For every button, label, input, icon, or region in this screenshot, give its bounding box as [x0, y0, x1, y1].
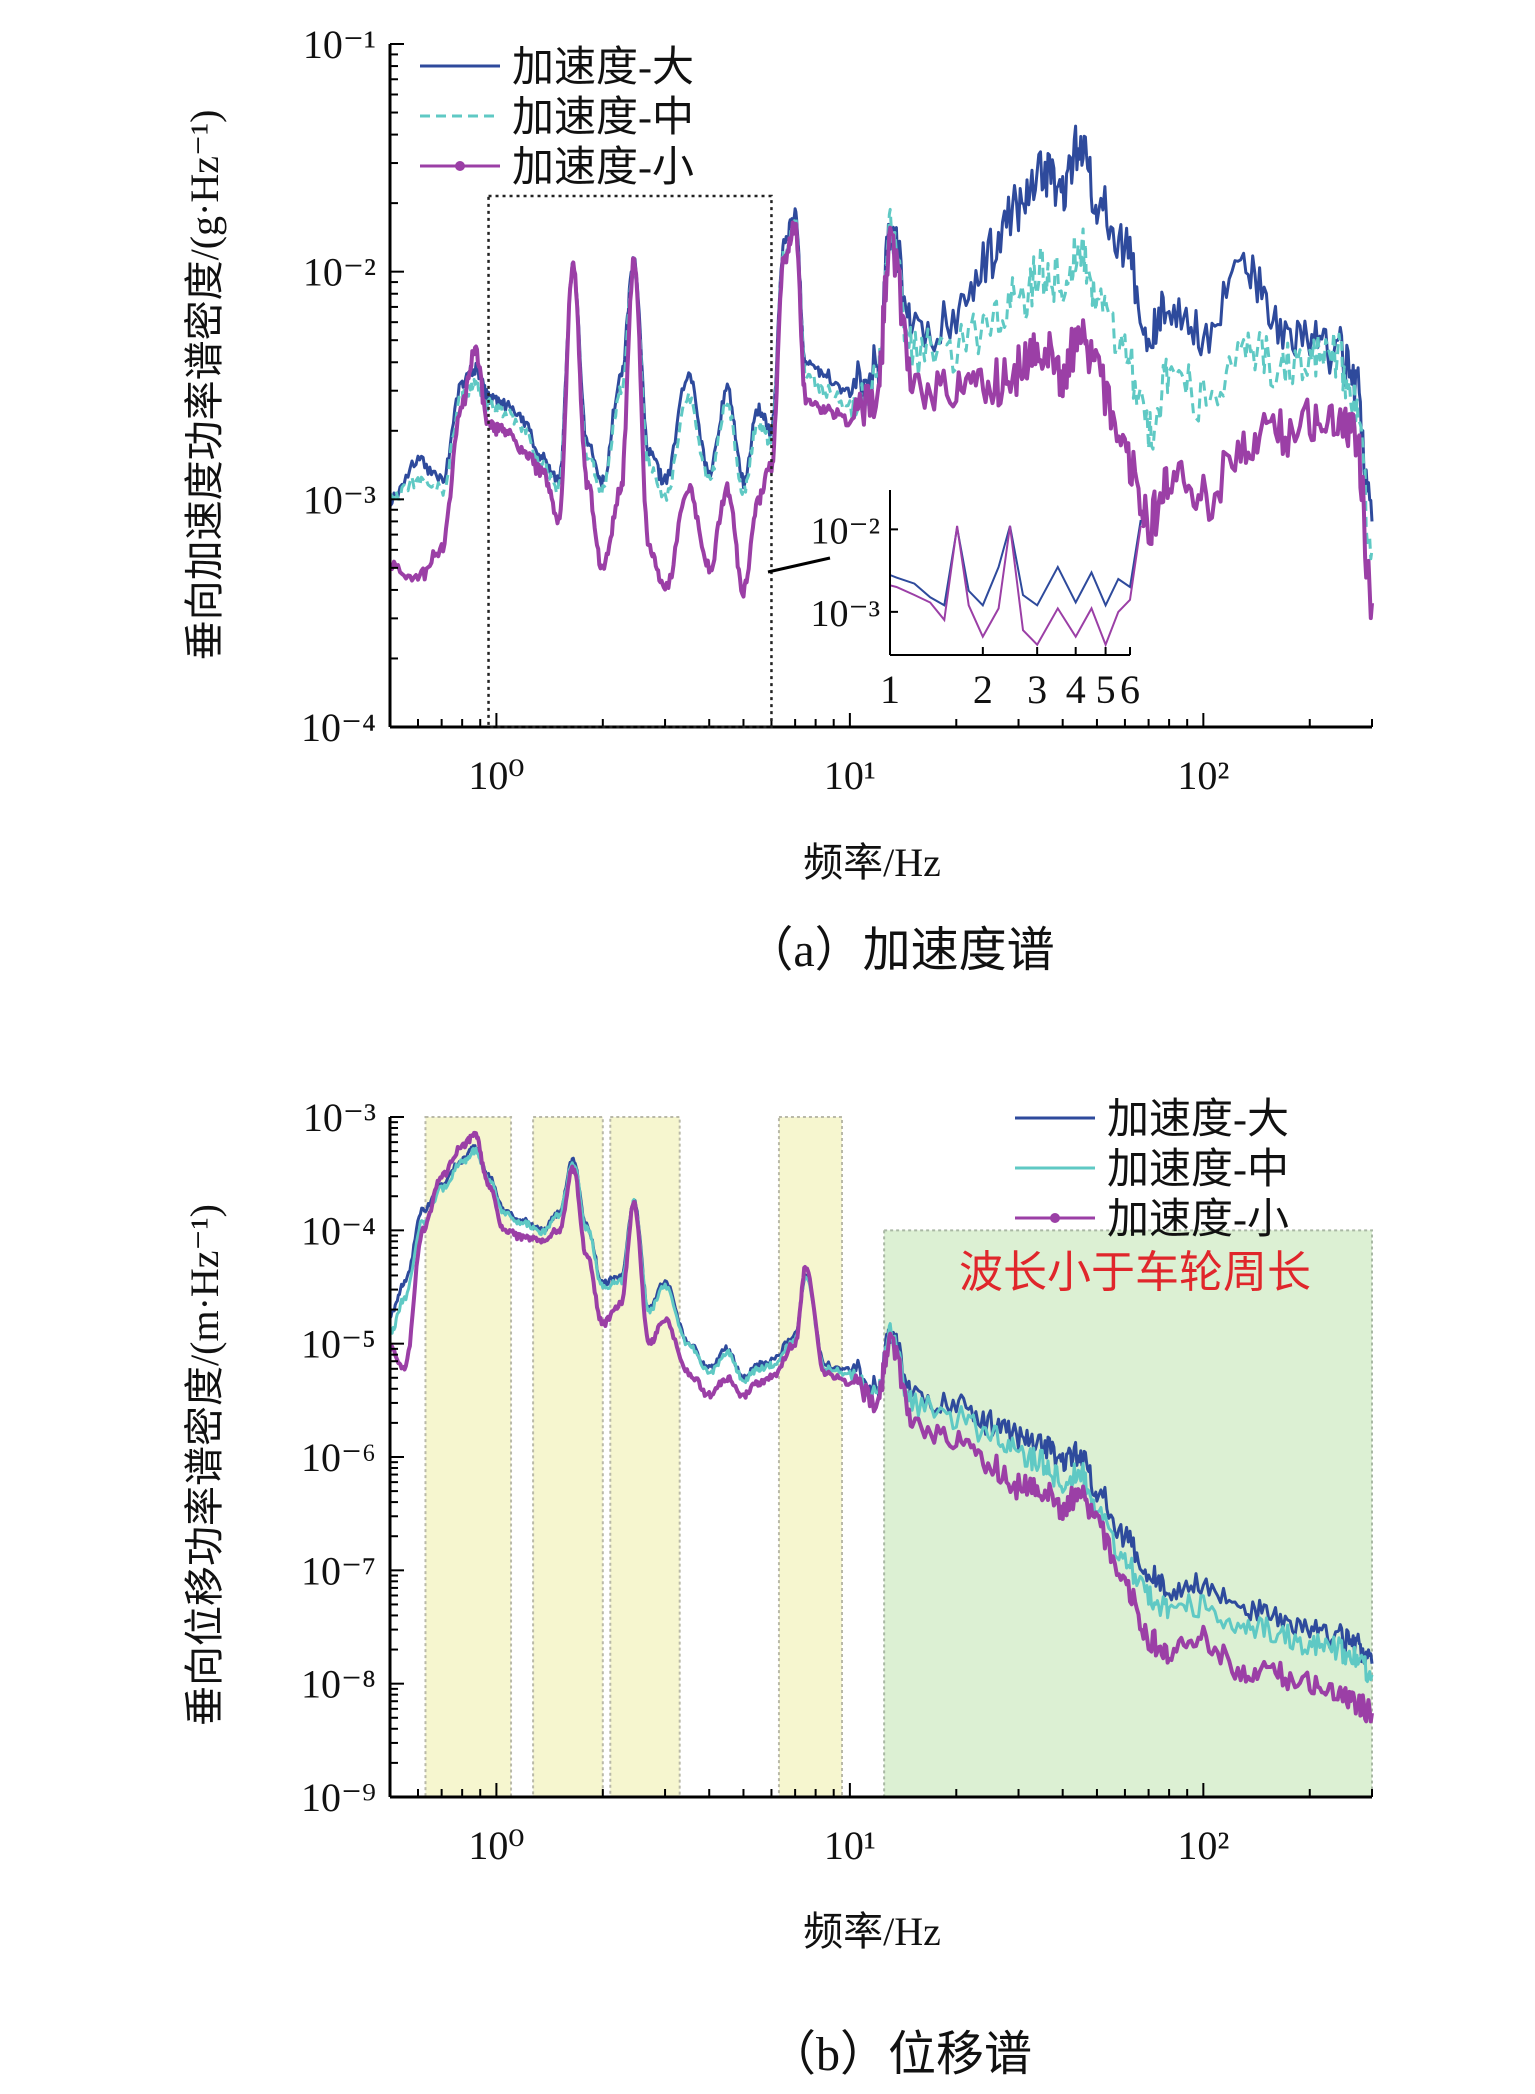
chart-b-y-tick-label: 10⁻³	[303, 1095, 376, 1140]
chart-b-series-2-line	[388, 1130, 1374, 1724]
chart-a-x-tick-label: 10¹	[824, 753, 876, 798]
chart-a-legend-label-0: 加速度-大	[512, 45, 694, 91]
chart-a-y-tick-label: 10⁻²	[303, 250, 376, 295]
chart-a-inset-x-tick-label: 6	[1120, 667, 1140, 712]
chart-b-x-tick-label: 10²	[1177, 1823, 1229, 1868]
chart-b-y-tick-label: 10⁻⁵	[301, 1322, 376, 1367]
chart-a-ylabel: 垂向加速度功率谱密度/(g·Hz⁻¹)	[182, 110, 227, 661]
chart-b-y-tick-label: 10⁻⁴	[301, 1208, 376, 1253]
chart-b-xlabel: 频率/Hz	[803, 1909, 941, 1954]
chart-b-y-tick-label: 10⁻⁹	[301, 1775, 376, 1820]
chart-a-zoom-box	[487, 194, 773, 729]
chart-a-legend-marker	[455, 161, 465, 171]
caption-b: （b）位移谱	[768, 2028, 1032, 2081]
chart-b-y-tick-label: 10⁻⁷	[301, 1548, 376, 1593]
chart-a-legend-label-1: 加速度-中	[512, 95, 694, 141]
chart-b-y-tick-label: 10⁻⁸	[301, 1662, 376, 1707]
chart-b-x-tick-label: 10¹	[824, 1823, 876, 1868]
chart-a-inset-series-2-line	[889, 525, 1142, 648]
chart-a-zoom-connector	[767, 556, 831, 574]
chart-a-inset-y-tick-label: 10⁻²	[811, 510, 880, 552]
chart-a-xlabel: 频率/Hz	[803, 840, 941, 885]
chart-b-legend-label-2: 加速度-小	[1107, 1197, 1289, 1243]
chart-b-legend-label-0: 加速度-大	[1107, 1097, 1289, 1143]
caption-a: （a）加速度谱	[745, 924, 1054, 977]
chart-a-legend-label-2: 加速度-小	[512, 145, 694, 191]
chart-a-y-tick-label: 10⁻³	[303, 477, 376, 522]
chart-a-inset-x-tick-label: 2	[973, 667, 993, 712]
chart-a-x-tick-label: 10⁰	[468, 753, 524, 798]
chart-b-yellow-band-3	[777, 1116, 844, 1798]
chart-a-x-tick-label: 10²	[1177, 753, 1229, 798]
chart-a-inset-y-tick-label: 10⁻³	[811, 593, 880, 635]
chart-a: 10⁰ 10¹ 10² 10⁻⁴ 10⁻³ 10⁻² 10⁻¹ 加速度-大加速度-中加速度-…	[182, 22, 1374, 977]
chart-b-yellow-band-1	[532, 1116, 604, 1798]
chart-b-legend-label-1: 加速度-中	[1107, 1147, 1289, 1193]
chart-b-yellow-band-2	[609, 1116, 681, 1798]
chart-a-inset-x-tick-label: 4	[1066, 667, 1086, 712]
chart-a-series-2-line	[388, 220, 1374, 621]
chart-a-inset-x-tick-label: 3	[1027, 667, 1047, 712]
chart-a-y-tick-label: 10⁻⁴	[301, 705, 376, 750]
chart-a-inset-x-tick-label: 1	[880, 667, 900, 712]
chart-a-y-tick-label: 10⁻¹	[303, 22, 376, 67]
chart-b-x-tick-label: 10⁰	[468, 1823, 524, 1868]
chart-b-green-band	[883, 1229, 1373, 1799]
chart-a-inset-x-tick-label: 5	[1096, 667, 1116, 712]
chart-a-series-0-line	[388, 124, 1374, 522]
chart-b-yellow-band-0	[424, 1116, 513, 1798]
chart-b-annotation: 波长小于车轮周长	[959, 1248, 1311, 1297]
chart-b-ylabel: 垂向位移功率谱密度/(m·Hz⁻¹)	[182, 1204, 227, 1726]
chart-b-series-1-line	[388, 1146, 1374, 1684]
chart-b-legend-marker	[1050, 1213, 1060, 1223]
chart-b-y-tick-label: 10⁻⁶	[301, 1435, 376, 1480]
chart-b: 10⁰ 10¹ 10² 10⁻⁹ 10⁻⁸ 10⁻⁷ 10⁻⁶ 10⁻⁵ 10⁻⁴ 10⁻³ 加速…	[182, 1095, 1374, 2081]
